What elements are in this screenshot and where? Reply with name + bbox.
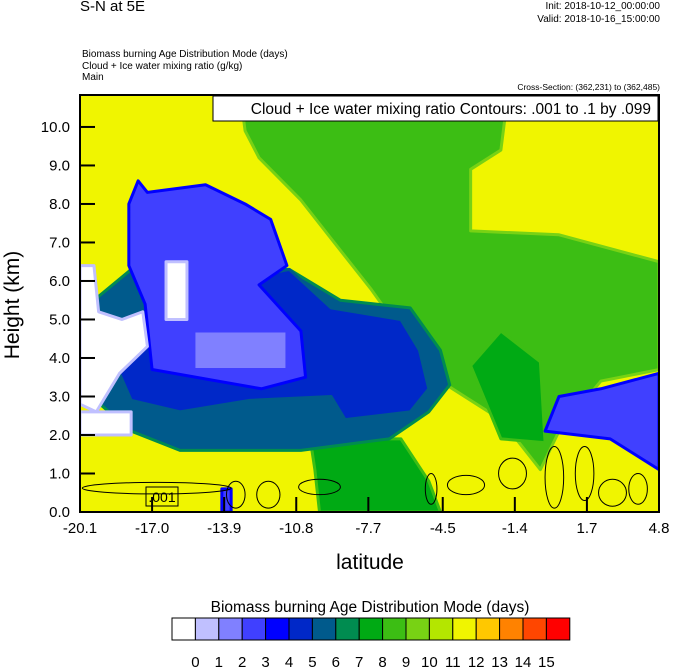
colorbar-title: Biomass burning Age Distribution Mode (d… bbox=[211, 599, 530, 616]
colorbar-swatch bbox=[545, 617, 571, 641]
colorbar-swatch bbox=[311, 617, 337, 641]
colorbar-swatch bbox=[288, 617, 313, 641]
x-tick-label: -17.0 bbox=[135, 520, 169, 537]
contour-info-text: Cloud + Ice water mixing ratio Contours:… bbox=[251, 101, 651, 118]
y-tick-label: 3.0 bbox=[49, 388, 70, 405]
cloud-contour-line bbox=[298, 478, 341, 496]
colorbar-swatch bbox=[358, 617, 384, 641]
colorbar-label: 5 bbox=[308, 654, 316, 668]
cloud-contour-line bbox=[544, 446, 565, 509]
x-tick-label: -4.5 bbox=[430, 520, 456, 537]
valid-time: Valid: 2018-10-16_15:00:00 bbox=[537, 14, 660, 25]
x-tick-label: 1.7 bbox=[576, 520, 597, 537]
field-3: Main bbox=[82, 72, 104, 83]
colorbar-label: 9 bbox=[402, 654, 410, 668]
field-region-level-3 bbox=[543, 371, 659, 472]
y-tick-label: 9.0 bbox=[49, 157, 70, 174]
cloud-contour-line bbox=[598, 478, 627, 507]
colorbar-swatch bbox=[452, 617, 477, 641]
x-tick-label: -7.7 bbox=[355, 520, 381, 537]
y-tick-label: 7.0 bbox=[49, 234, 70, 251]
field-region-level-0 bbox=[164, 260, 189, 321]
y-tick-label: 10.0 bbox=[41, 119, 70, 136]
field-1: Biomass burning Age Distribution Mode (d… bbox=[82, 49, 288, 60]
cloud-contour-line bbox=[256, 480, 281, 509]
contour-info-box bbox=[212, 95, 659, 122]
field-region-level-8 bbox=[308, 437, 442, 512]
x-tick-label: -10.8 bbox=[279, 520, 313, 537]
colorbar-label: 2 bbox=[238, 654, 246, 668]
contour-label-box bbox=[145, 486, 179, 507]
colorbar-label: 13 bbox=[491, 654, 508, 668]
init-time: Init: 2018-10-12_00:00:00 bbox=[545, 1, 660, 12]
x-tick-label: 4.8 bbox=[649, 520, 670, 537]
cloud-contour-line bbox=[498, 457, 527, 490]
colorbar-label: 15 bbox=[538, 654, 555, 668]
y-tick-label: 8.0 bbox=[49, 196, 70, 213]
cross-section-label: Cross-Section: (362,231) to (362,485) bbox=[517, 82, 660, 92]
x-tick-label: -20.1 bbox=[63, 520, 97, 537]
time-info: Init: 2018-10-12_00:00:00 Valid: 2018-10… bbox=[537, 0, 660, 26]
cloud-contour-line bbox=[446, 474, 486, 496]
colorbar-swatch bbox=[522, 617, 547, 641]
cloud-contour-line bbox=[81, 481, 232, 495]
field-region-level-0 bbox=[80, 264, 149, 414]
contour-value-label: .001 bbox=[148, 489, 175, 505]
colorbar-swatch bbox=[428, 617, 454, 641]
colorbar-swatch bbox=[405, 617, 430, 641]
colorbar-label: 3 bbox=[261, 654, 269, 668]
cloud-contour-line bbox=[225, 480, 246, 509]
colorbar-swatch bbox=[218, 617, 243, 641]
colorbar-label: 4 bbox=[285, 654, 293, 668]
colorbar-label: 14 bbox=[515, 654, 532, 668]
plot-title: S-N at 5E bbox=[80, 0, 146, 15]
colorbar-label: 1 bbox=[215, 654, 223, 668]
y-tick-label: 0.0 bbox=[49, 504, 70, 521]
cloud-contour-line bbox=[424, 472, 438, 505]
x-axis-label: latitude bbox=[336, 551, 404, 574]
field-list: Biomass burning Age Distribution Mode (d… bbox=[82, 49, 288, 84]
colorbar-swatch bbox=[475, 617, 501, 641]
y-axis-label: Height (km) bbox=[1, 251, 24, 360]
cloud-contour-line bbox=[574, 446, 595, 501]
colorbar-swatch bbox=[499, 617, 524, 641]
colorbar-swatch bbox=[241, 617, 267, 641]
colorbar-label: 10 bbox=[421, 654, 438, 668]
plot-frame bbox=[79, 94, 660, 513]
colorbar-label: 7 bbox=[355, 654, 363, 668]
x-tick-label: -13.9 bbox=[207, 520, 241, 537]
y-tick-label: 4.0 bbox=[49, 350, 70, 367]
colorbar-swatch bbox=[265, 617, 290, 641]
field-2: Cloud + Ice water mixing ratio (g/kg) bbox=[82, 60, 243, 72]
colorbar-label: 8 bbox=[378, 654, 386, 668]
field-region-level-8 bbox=[469, 329, 547, 445]
colorbar-label: 11 bbox=[445, 654, 461, 668]
y-tick-label: 1.0 bbox=[49, 465, 70, 482]
field-region-level-2 bbox=[192, 329, 289, 372]
colorbar-label: 0 bbox=[191, 654, 199, 668]
y-tick-label: 5.0 bbox=[49, 311, 70, 328]
y-tick-label: 6.0 bbox=[49, 273, 70, 290]
colorbar-swatch bbox=[194, 617, 220, 641]
y-tick-label: 2.0 bbox=[49, 427, 70, 444]
x-tick-label: -1.4 bbox=[502, 520, 528, 537]
colorbar-label: 12 bbox=[468, 654, 485, 668]
colorbar-swatch bbox=[171, 617, 196, 641]
field-region-level-0 bbox=[80, 410, 133, 437]
colorbar-swatch bbox=[382, 617, 407, 641]
colorbar-label: 6 bbox=[332, 654, 340, 668]
colorbar-swatch bbox=[335, 617, 360, 641]
cloud-contour-line bbox=[628, 472, 648, 505]
